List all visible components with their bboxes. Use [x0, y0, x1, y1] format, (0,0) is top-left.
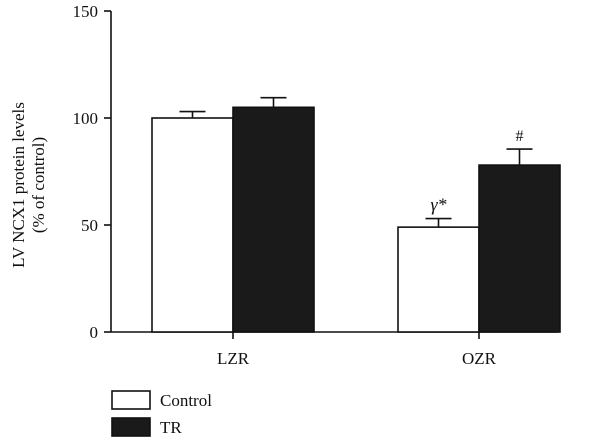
y-axis-title: LV NCX1 protein levels (% of control): [9, 102, 48, 268]
bar-control-lzr: [151, 117, 234, 333]
x-category-label: LZR: [217, 349, 250, 368]
legend-swatch-tr: [111, 417, 151, 437]
x-category-label: OZR: [462, 349, 497, 368]
legend: Control TR: [111, 390, 212, 437]
legend-label-control: Control: [160, 391, 212, 410]
significance-annotation: #: [516, 128, 524, 145]
y-axis-title-line1: LV NCX1 protein levels: [9, 102, 28, 268]
plot-area: 0 50 100 150 LZR OZR γ* #: [73, 2, 561, 368]
y-tick-label: 150: [73, 2, 99, 21]
y-tick-label: 100: [73, 109, 99, 128]
bar-tr-ozr: [478, 164, 561, 333]
legend-label-tr: TR: [160, 418, 182, 437]
bar-tr-lzr: [232, 106, 315, 333]
legend-swatch-control: [111, 390, 151, 410]
bar-control-ozr: [397, 226, 480, 333]
y-tick-label: 0: [90, 323, 99, 342]
significance-annotation: γ*: [430, 195, 446, 215]
y-axis-title-line2: (% of control): [29, 137, 48, 233]
y-tick-label: 50: [81, 216, 98, 235]
